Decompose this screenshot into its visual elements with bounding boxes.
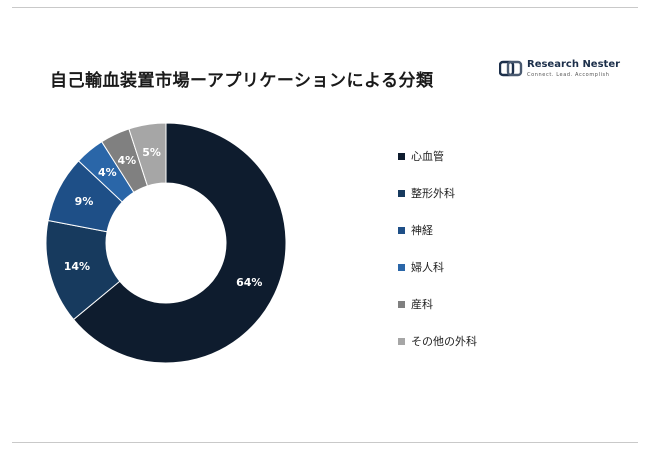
legend-label: 心血管 xyxy=(411,150,444,163)
slice-label-2: 14% xyxy=(64,260,90,273)
slice-6 xyxy=(128,122,167,187)
legend-swatch xyxy=(398,337,405,345)
slice-label-1: 64% xyxy=(236,276,262,289)
legend-swatch xyxy=(398,300,405,308)
legend-swatch xyxy=(398,189,405,197)
legend-item: 産科 xyxy=(398,296,433,312)
bottom-divider xyxy=(12,442,638,443)
legend-label: 整形外科 xyxy=(411,187,455,200)
legend-swatch xyxy=(398,152,405,160)
chart-title: 自己輸血装置市場ーアプリケーションによる分類 xyxy=(50,71,434,91)
legend-swatch xyxy=(398,263,405,271)
slice-label-4: 4% xyxy=(98,166,117,179)
legend-swatch xyxy=(398,226,405,234)
logo-brand-research: Research xyxy=(527,59,579,70)
logo-brand: Research Nester xyxy=(527,59,620,70)
legend-item: 心血管 xyxy=(398,148,444,164)
top-divider xyxy=(12,7,638,8)
logo-brand-nester: Nester xyxy=(582,59,621,70)
legend-label: 婦人科 xyxy=(411,261,444,274)
logo-icon xyxy=(499,60,523,77)
slice-label-5: 4% xyxy=(117,154,136,167)
legend-label: 神経 xyxy=(411,224,433,237)
logo-tagline: Connect. Lead. Accomplish xyxy=(527,72,610,78)
slice-1 xyxy=(72,122,287,364)
legend-item: 整形外科 xyxy=(398,185,455,201)
legend-label: 産科 xyxy=(411,298,433,311)
slice-label-3: 9% xyxy=(75,195,94,208)
legend-item: 神経 xyxy=(398,222,433,238)
slice-label-6: 5% xyxy=(142,146,161,159)
legend-item: その他の外科 xyxy=(398,333,477,349)
legend-item: 婦人科 xyxy=(398,259,444,275)
legend-label: その他の外科 xyxy=(411,335,477,348)
research-nester-logo: Research Nester Connect. Lead. Accomplis… xyxy=(499,57,620,83)
